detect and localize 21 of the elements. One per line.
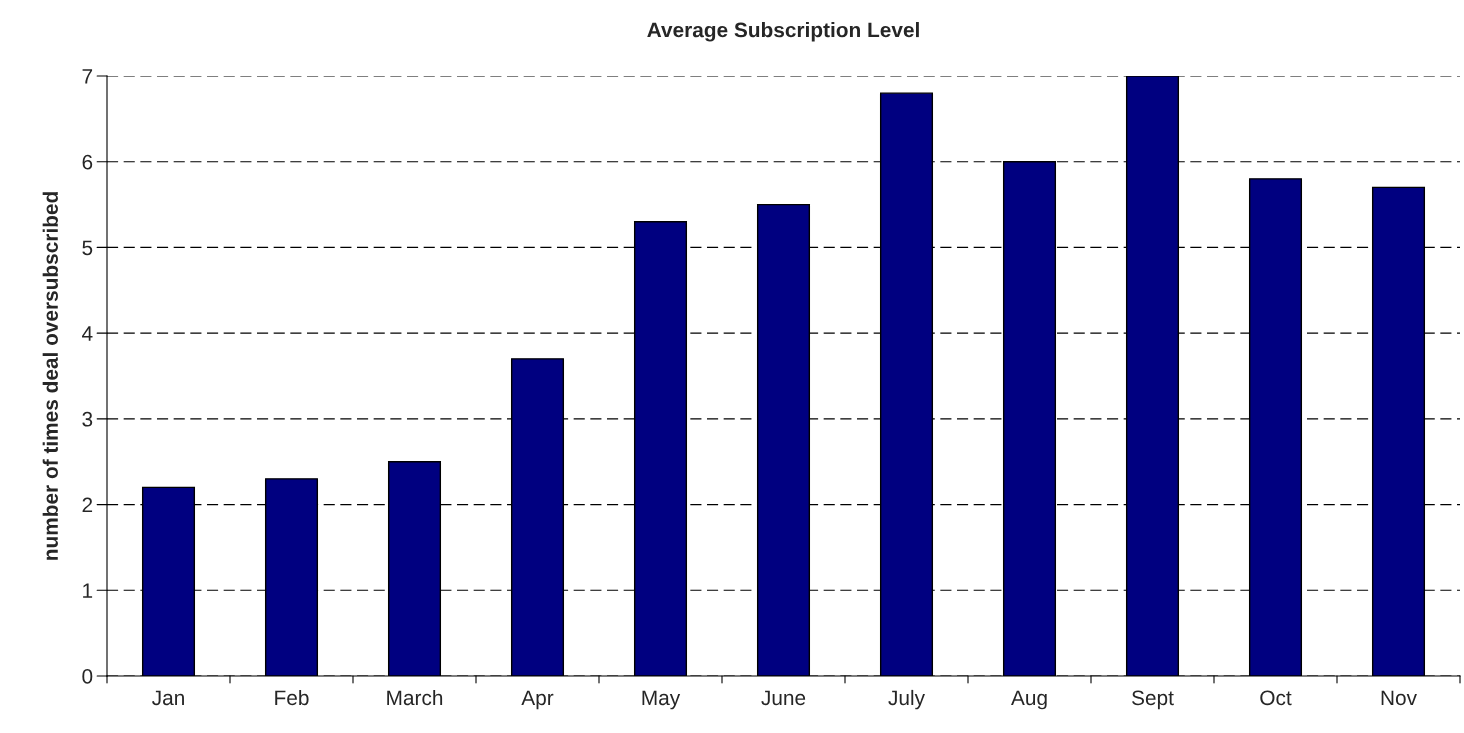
chart-title: Average Subscription Level [647,22,919,42]
y-tick-label: 6 [82,154,93,170]
x-tick-label: Nov [1381,690,1417,706]
x-tick-label: July [888,689,925,710]
y-tick-label: 0 [82,669,93,684]
x-tick-label: Feb [275,689,309,706]
y-tick-label: 1 [83,583,93,598]
x-tick-label: Apr [521,690,554,710]
y-tick-label: 7 [82,69,93,84]
x-tick-label: Oct [1260,690,1292,706]
y-tick-label: 5 [82,240,93,256]
x-tick-label: May [642,690,681,710]
x-tick-label: March [387,689,443,706]
x-tick-label: Jan [152,690,184,706]
y-tick-label: 3 [82,411,93,427]
y-tick-label: 4 [82,326,93,341]
y-tick-label: 2 [82,497,93,513]
x-tick-label: June [761,690,806,706]
x-tick-label: Sept [1132,690,1174,710]
x-tick-label: Aug [1011,690,1047,710]
y-axis-title: number of times deal oversubscribed [42,192,58,560]
